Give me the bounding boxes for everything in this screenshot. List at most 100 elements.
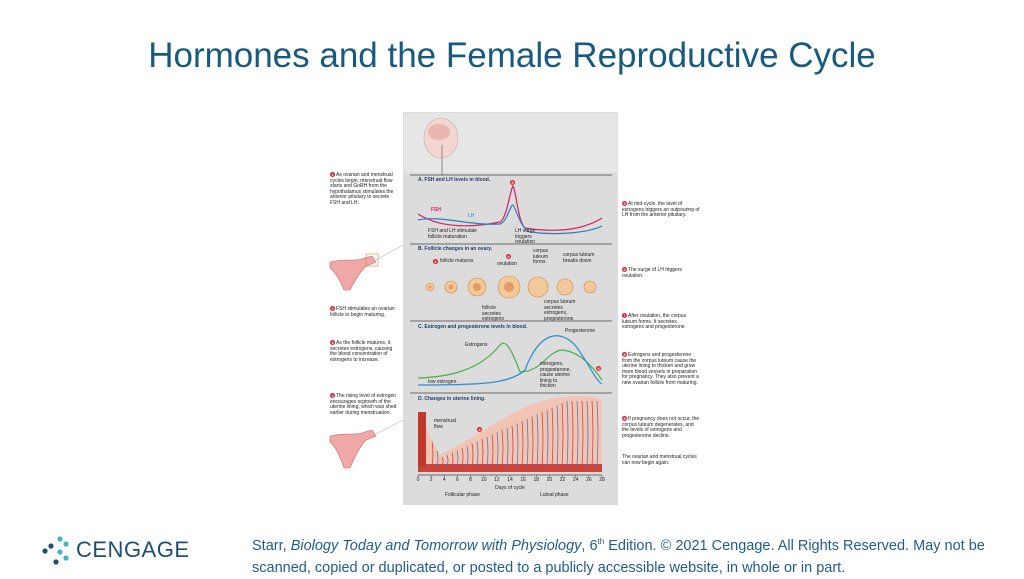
vessel	[556, 405, 559, 467]
day-label: 0	[416, 477, 420, 483]
step: 3 As the follicle matures, it secretes es…	[330, 340, 398, 363]
day-label: 8	[469, 477, 472, 483]
step-text: The surge of LH triggers ovulation.	[622, 267, 682, 279]
panel-label: ovulation	[497, 261, 518, 267]
citation-edition: , 6	[581, 537, 598, 554]
step-text: At mid-cycle, the level of estrogens tri…	[622, 201, 700, 219]
day-label: 22	[559, 477, 566, 483]
vessel	[481, 439, 484, 467]
axis-label: Days of cycle	[495, 485, 525, 491]
blood-vessels	[431, 400, 599, 467]
vessel	[581, 400, 584, 467]
vessel	[501, 430, 504, 467]
panel-label: follicle matures	[440, 258, 474, 264]
panel-dividers	[410, 174, 612, 476]
step-text: Estrogens and progesterone from the corp…	[622, 352, 699, 386]
step: 7 After ovulation, the corpus luteum form…	[622, 313, 700, 331]
step-number: 3	[330, 340, 335, 345]
figure-marker: 6	[506, 254, 511, 259]
figure-marker: 8	[596, 366, 601, 371]
phase-label: Luteal phase	[540, 492, 569, 498]
citation-author: Starr,	[252, 537, 291, 554]
citation-rest: Edition. © 2021 Cengage. All Rights Rese…	[252, 537, 985, 576]
vessel	[461, 448, 464, 467]
citation: Starr, Biology Today and Tomorrow with P…	[252, 531, 1002, 579]
figure-marker: 5	[510, 180, 515, 185]
cengage-logo-icon	[42, 536, 69, 565]
day-label: 20	[546, 477, 553, 483]
vessel	[441, 456, 444, 467]
step: 9 If pregnancy does not occur, the corpus…	[622, 416, 700, 439]
vessel	[496, 432, 499, 467]
vessel	[541, 412, 544, 467]
step-text: After ovulation, the corpus luteum forms…	[622, 313, 687, 331]
phase-label: Follicular phase	[445, 492, 481, 498]
day-label: 10	[480, 477, 487, 483]
panel-label: Progesterone	[565, 328, 596, 334]
vessel	[586, 400, 589, 467]
panel-label: low estrogen	[428, 379, 457, 385]
vessel	[596, 400, 599, 467]
vessel	[531, 416, 534, 467]
step-number: 1	[330, 172, 335, 177]
panel-label: FSH	[431, 207, 441, 213]
day-label: 18	[533, 477, 540, 483]
follicle-cores	[428, 282, 514, 292]
figure-marker: 4	[477, 427, 482, 432]
day-label: 2	[429, 477, 433, 483]
brain	[428, 124, 450, 140]
vessel	[506, 427, 509, 467]
vessel	[486, 436, 489, 467]
day-ticks	[417, 475, 603, 477]
logo: CENGAGE	[76, 537, 190, 562]
step-number: 2	[330, 306, 335, 311]
step-number: 5	[622, 201, 627, 206]
step: 1 As ovarian and menstrual cycles begin, …	[330, 172, 398, 207]
panel-label: estrogens, progesterone, cause uterine l…	[540, 361, 571, 390]
vessel	[516, 423, 519, 467]
day-label: 26	[586, 477, 592, 483]
panel-heading: A. FSH and LH levels in blood.	[418, 177, 491, 183]
vessel	[546, 409, 549, 467]
step-text: FSH stimulates an ovarian follicle to be…	[330, 306, 395, 318]
day-label: 12	[494, 477, 500, 483]
panel-label: Estrogens	[465, 342, 488, 348]
vessel	[471, 443, 474, 467]
vessel	[591, 400, 594, 467]
step-number: 7	[622, 313, 627, 318]
uterus-illustration	[329, 244, 404, 469]
vessel	[466, 445, 469, 467]
step-number: 4	[330, 393, 335, 398]
step: 6 The surge of LH triggers ovulation.	[622, 267, 700, 279]
vessel	[436, 451, 439, 467]
day-label: 24	[572, 477, 579, 483]
step-text: As ovarian and menstrual cycles begin, m…	[330, 172, 394, 206]
step: 2 FSH stimulates an ovarian follicle to b…	[330, 306, 398, 318]
closing-note: The ovarian and menstrual cycles can now…	[622, 454, 697, 466]
panel-label: corpus luteum breaks down	[563, 252, 595, 264]
step-number: 9	[622, 416, 627, 421]
slide-title: Hormones and the Female Reproductive Cyc…	[148, 36, 876, 75]
citation-edition-suffix: th	[597, 537, 605, 546]
vessel	[571, 400, 574, 467]
step: 8 Estrogens and progesterone from the cor…	[622, 352, 700, 387]
step-text: As the follicle matures, it secretes est…	[330, 340, 393, 363]
vessel	[491, 434, 494, 467]
step-text: The rising level of estrogen encourages …	[330, 393, 397, 416]
panel-label: LH surge triggers ovulation	[515, 228, 536, 246]
step-number: 6	[622, 267, 627, 272]
panel-label: follicle secretes estrogens	[482, 305, 504, 323]
uterine-lining	[418, 395, 602, 472]
vessel	[451, 452, 454, 467]
vessel	[566, 400, 569, 467]
panel-heading: D. Changes in uterine lining.	[418, 396, 486, 402]
step-number: 8	[622, 352, 627, 357]
fsh-curve	[417, 204, 603, 235]
panel-label: corpus luteum forms	[533, 248, 549, 266]
day-label: 6	[456, 477, 459, 483]
day-label: 14	[507, 477, 513, 483]
day-label: 4	[442, 477, 446, 483]
vessel	[476, 441, 479, 467]
vessel	[551, 407, 554, 467]
